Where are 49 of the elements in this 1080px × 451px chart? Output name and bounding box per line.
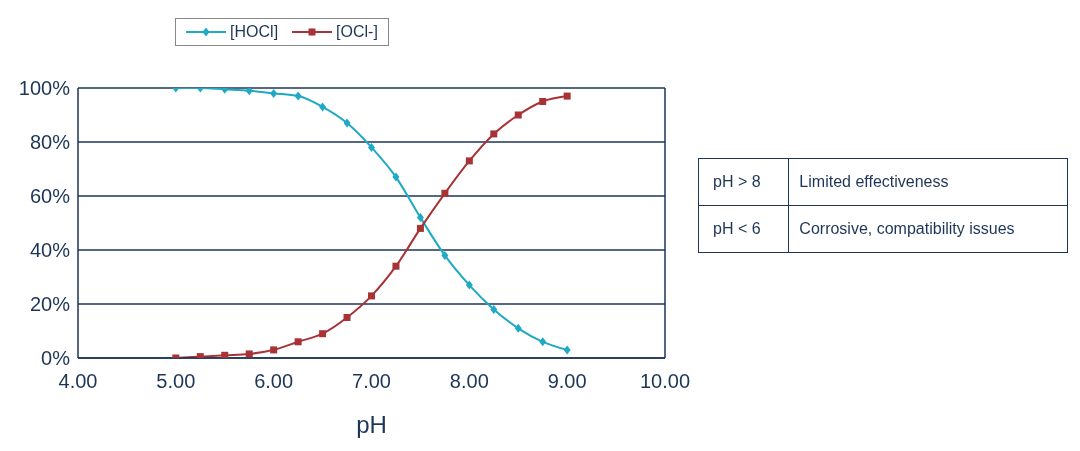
text: Limited effectiveness xyxy=(788,158,1068,206)
y-tick-label: 60% xyxy=(29,185,71,208)
point xyxy=(490,304,498,314)
x-tick-label: 10.00 xyxy=(639,370,691,393)
point xyxy=(465,280,473,290)
point xyxy=(539,337,547,347)
point xyxy=(441,189,449,197)
text: pH > 8 xyxy=(698,158,789,206)
y-tick-label: 80% xyxy=(29,131,71,154)
point xyxy=(368,142,375,152)
x-tick-label: 7.00 xyxy=(352,370,391,393)
legend-label: [OCl-] xyxy=(335,23,378,41)
point xyxy=(392,172,400,182)
point xyxy=(319,330,327,338)
point xyxy=(294,338,302,346)
y-tick-label: 100% xyxy=(18,77,71,100)
x-tick-label: 6.00 xyxy=(254,370,294,393)
legend-label: [HOCl] xyxy=(229,23,279,41)
point xyxy=(343,118,351,128)
point xyxy=(245,88,253,96)
point xyxy=(270,88,278,98)
point xyxy=(221,351,229,358)
x-tick-label: 8.00 xyxy=(449,370,489,393)
point xyxy=(319,102,327,112)
point xyxy=(465,157,473,165)
point xyxy=(514,111,522,119)
x-axis-title: pH xyxy=(356,411,387,438)
point xyxy=(441,250,449,260)
point xyxy=(270,346,278,354)
x-tick-label: 4.00 xyxy=(58,370,98,393)
point xyxy=(514,323,522,333)
point xyxy=(368,292,375,300)
x-tick-label: 9.00 xyxy=(547,370,587,393)
point xyxy=(294,91,302,101)
point xyxy=(539,98,547,105)
y-tick-label: 0% xyxy=(41,347,71,370)
point xyxy=(392,262,400,270)
text: pH < 6 xyxy=(698,205,789,253)
point xyxy=(490,130,498,138)
x-tick-label: 5.00 xyxy=(156,370,196,393)
y-tick-label: 40% xyxy=(29,239,71,262)
text: Corrosive, compatibility issues xyxy=(788,205,1068,253)
point xyxy=(416,224,424,232)
point xyxy=(563,345,571,355)
point xyxy=(563,92,571,100)
point xyxy=(245,350,253,358)
point xyxy=(343,314,351,321)
y-tick-label: 20% xyxy=(29,293,71,316)
point xyxy=(416,213,424,223)
